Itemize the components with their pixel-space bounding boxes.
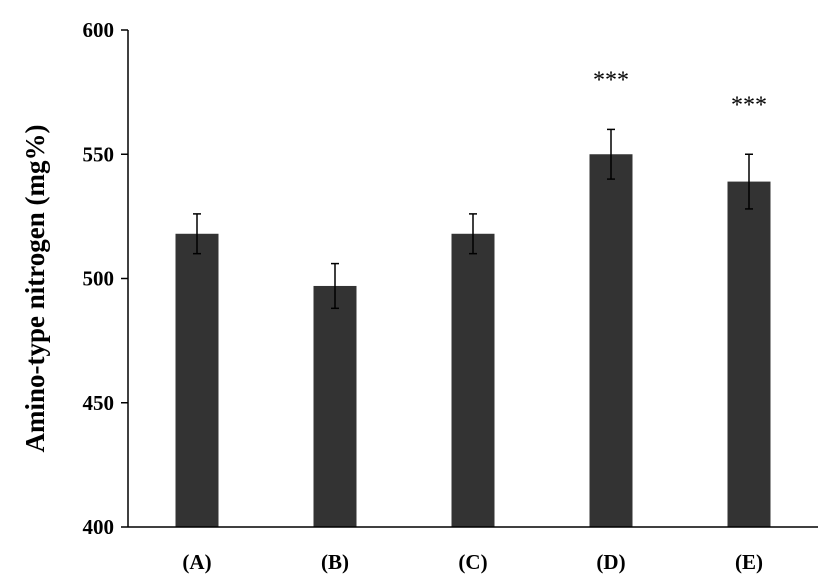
significance-label: *** xyxy=(731,92,767,118)
category-label: (B) xyxy=(321,550,349,574)
bars xyxy=(175,154,771,527)
bar xyxy=(451,233,495,527)
significance-labels: *** *** xyxy=(593,67,767,118)
significance-label: *** xyxy=(593,67,629,93)
y-tick-label: 500 xyxy=(83,267,115,291)
category-label: (E) xyxy=(735,550,763,574)
bar xyxy=(313,285,357,527)
y-tick-label: 400 xyxy=(83,515,115,539)
category-labels: (A) (B) (C) (D) (E) xyxy=(182,550,763,574)
y-axis-ticks: 400 450 500 550 600 xyxy=(83,18,128,539)
error-bars xyxy=(193,128,753,310)
bar xyxy=(727,181,771,527)
bar xyxy=(175,233,219,527)
category-label: (D) xyxy=(596,550,625,574)
category-label: (A) xyxy=(182,550,211,574)
y-axis-label: Amino-type nitrogen (mg%) xyxy=(20,125,50,453)
y-tick-label: 600 xyxy=(83,18,115,42)
y-tick-label: 450 xyxy=(83,391,115,415)
y-tick-label: 550 xyxy=(83,142,115,166)
category-label: (C) xyxy=(458,550,487,574)
bar xyxy=(589,154,633,527)
